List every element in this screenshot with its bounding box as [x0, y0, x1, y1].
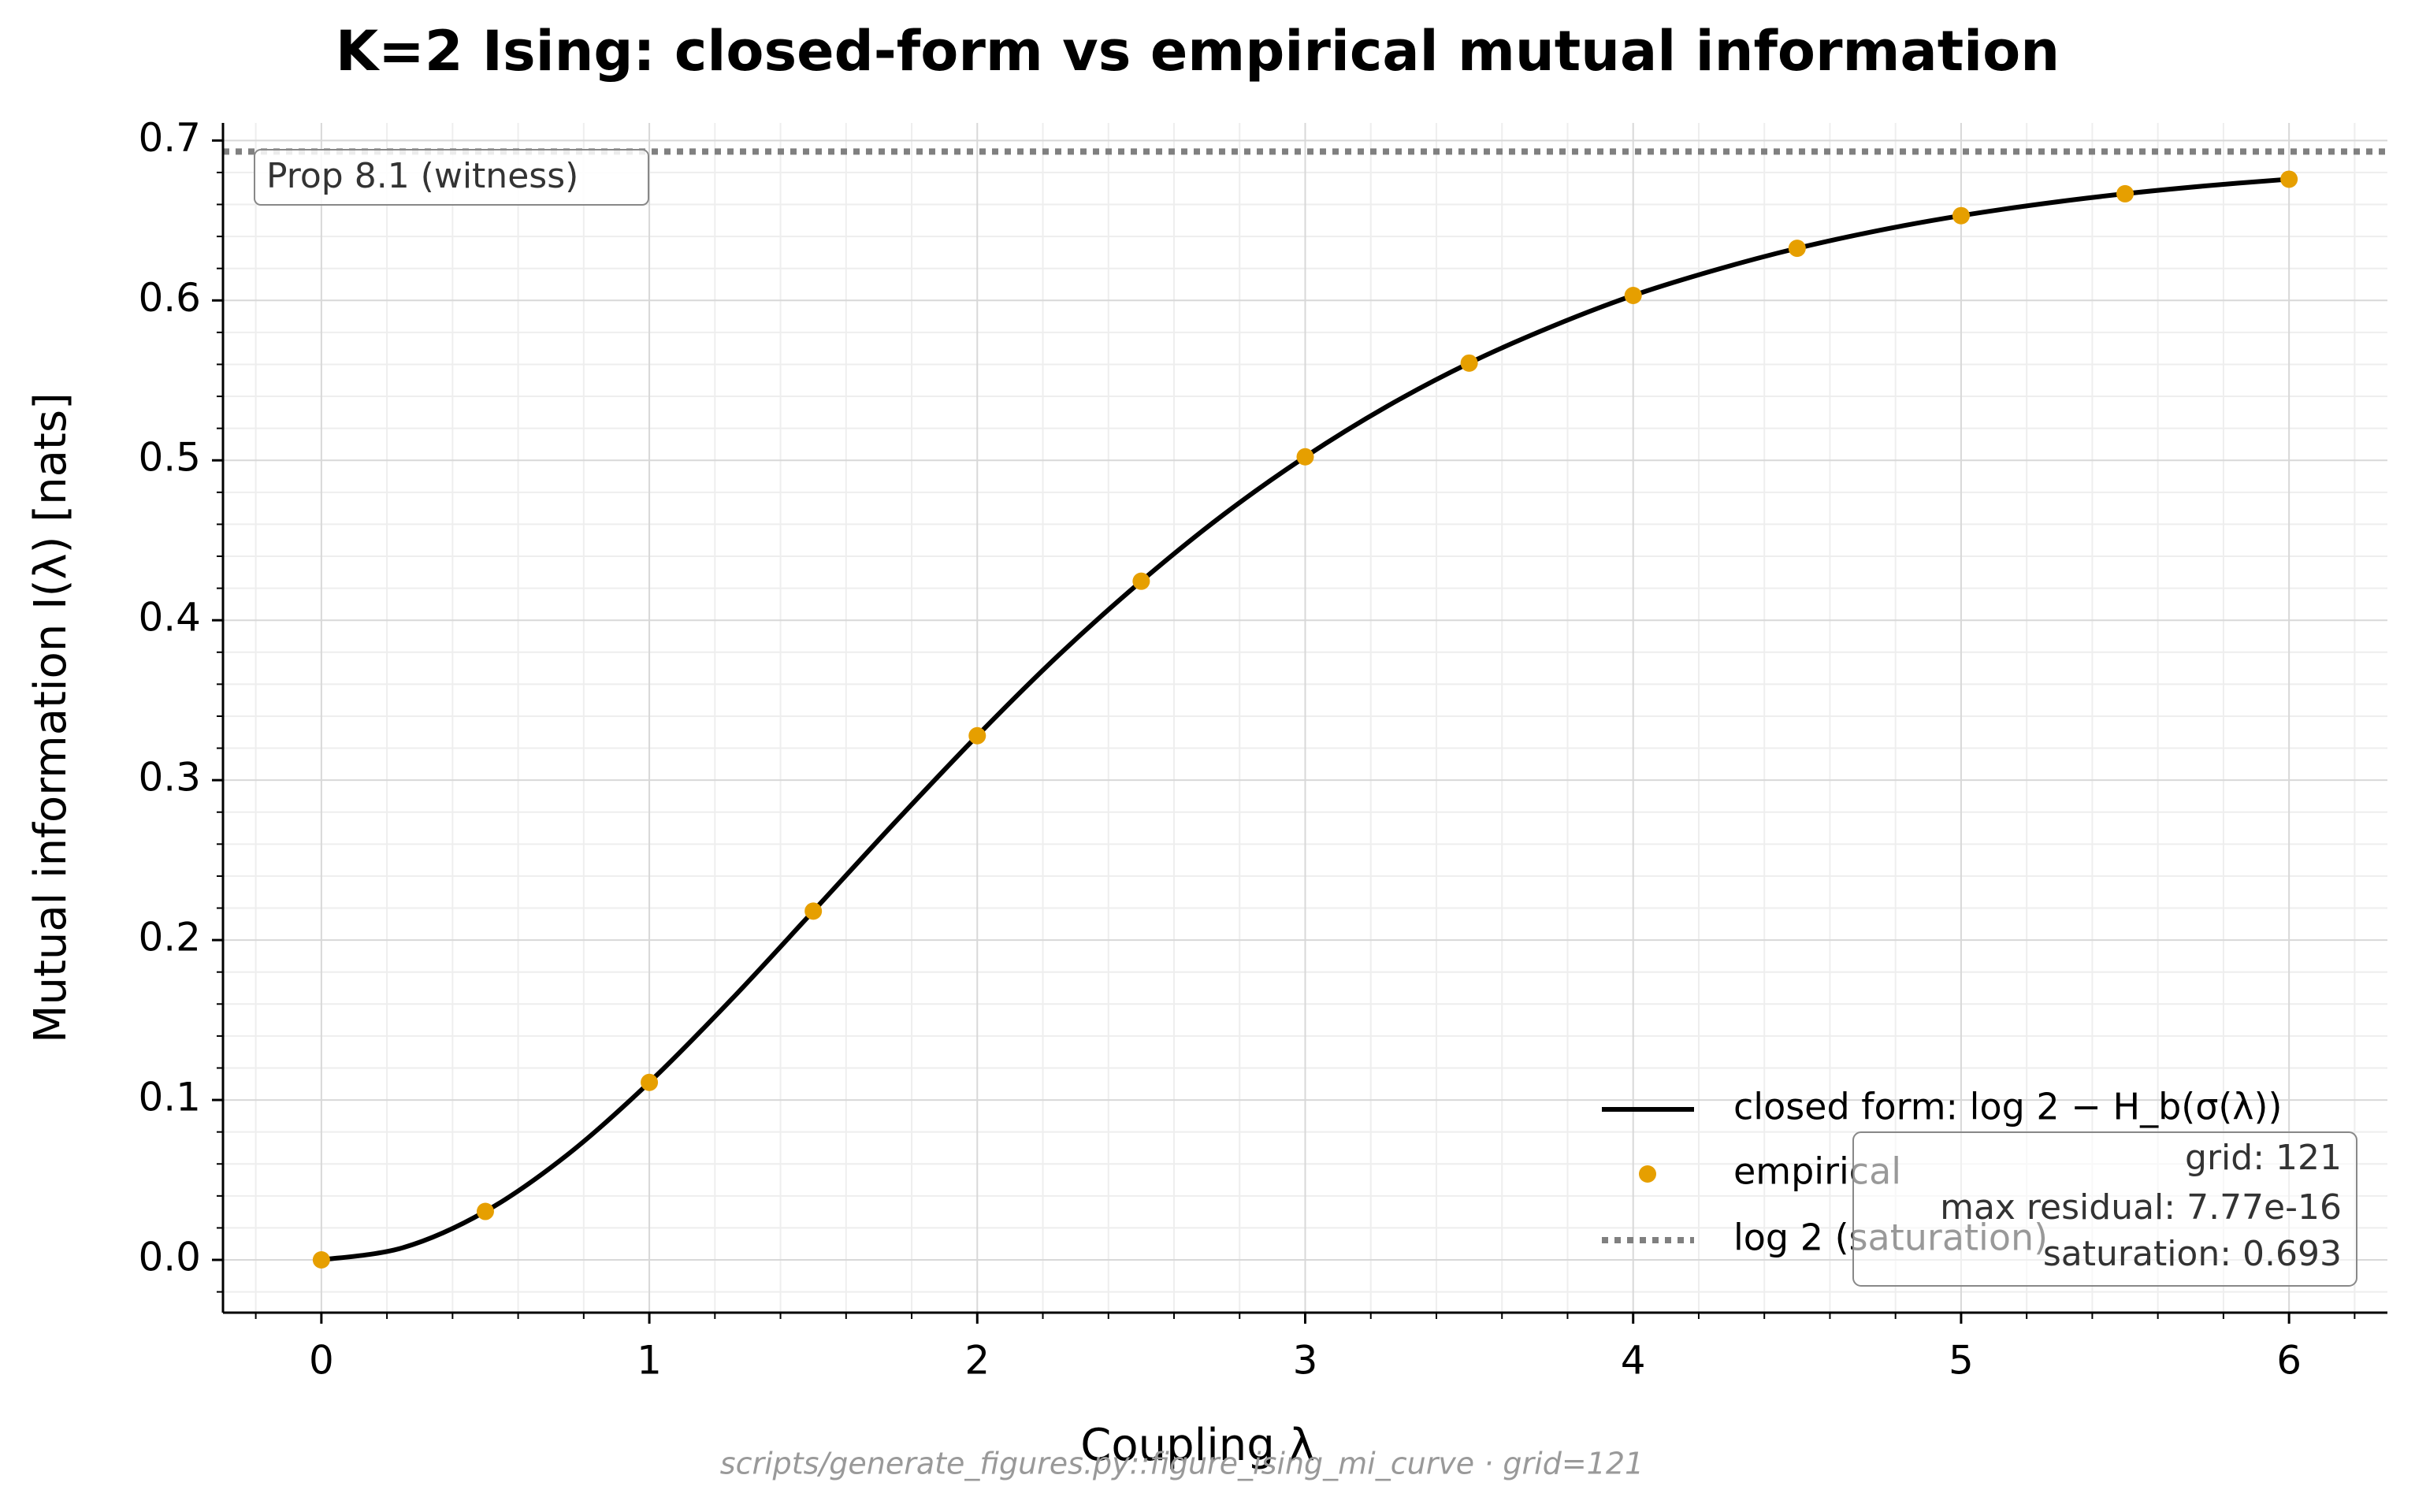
- stats-line: grid: 121: [2185, 1138, 2342, 1178]
- point: [968, 726, 986, 745]
- point: [1952, 206, 1970, 225]
- y-tick-label: 0.4: [138, 595, 201, 641]
- point: [2116, 184, 2134, 202]
- annotation-box: [254, 149, 649, 206]
- point: [476, 1202, 494, 1220]
- point: [1132, 572, 1150, 590]
- x-tick-label: 0: [309, 1338, 334, 1384]
- plot-area: [223, 148, 2387, 1269]
- x-tick-label: 6: [2276, 1338, 2302, 1384]
- x-tick-label: 2: [964, 1338, 990, 1384]
- stats-line: max residual: 7.77e-16: [1940, 1187, 2342, 1228]
- chart-title: K=2 Ising: closed-form vs empirical mutu…: [336, 19, 2060, 84]
- y-tick-label: 0.3: [138, 755, 201, 801]
- legend-marker: [1639, 1165, 1656, 1183]
- x-tick-label: 5: [1949, 1338, 1974, 1384]
- y-tick-label: 0.6: [138, 275, 201, 321]
- point: [1460, 354, 1478, 372]
- point: [1788, 240, 1806, 258]
- annotation: Prop 8.1 (witness): [266, 156, 578, 196]
- legend-label: closed form: log 2 − H_b(σ(λ)): [1733, 1086, 2282, 1128]
- x-tick-label: 1: [637, 1338, 662, 1384]
- y-tick-label: 0.1: [138, 1075, 201, 1120]
- y-axis-label: Mutual information I(λ) [nats]: [25, 392, 76, 1043]
- point: [1296, 448, 1314, 466]
- stats-line: saturation: 0.693: [2043, 1234, 2342, 1274]
- point: [2280, 170, 2298, 188]
- x-tick-label: 3: [1293, 1338, 1318, 1384]
- point: [1624, 286, 1642, 304]
- footer: scripts/generate_figures.py::figure_isin…: [720, 1447, 1644, 1481]
- y-tick-label: 0.2: [138, 915, 201, 960]
- point: [804, 902, 823, 920]
- y-tick-label: 0.7: [138, 115, 201, 161]
- y-tick-label: 0.5: [138, 435, 201, 481]
- stats-box: [1852, 1131, 2357, 1287]
- point: [641, 1073, 659, 1091]
- x-tick-label: 4: [1621, 1338, 1646, 1384]
- y-tick-label: 0.0: [138, 1235, 201, 1280]
- x-axis-label: Coupling λ: [1080, 1420, 1315, 1471]
- point: [312, 1251, 330, 1269]
